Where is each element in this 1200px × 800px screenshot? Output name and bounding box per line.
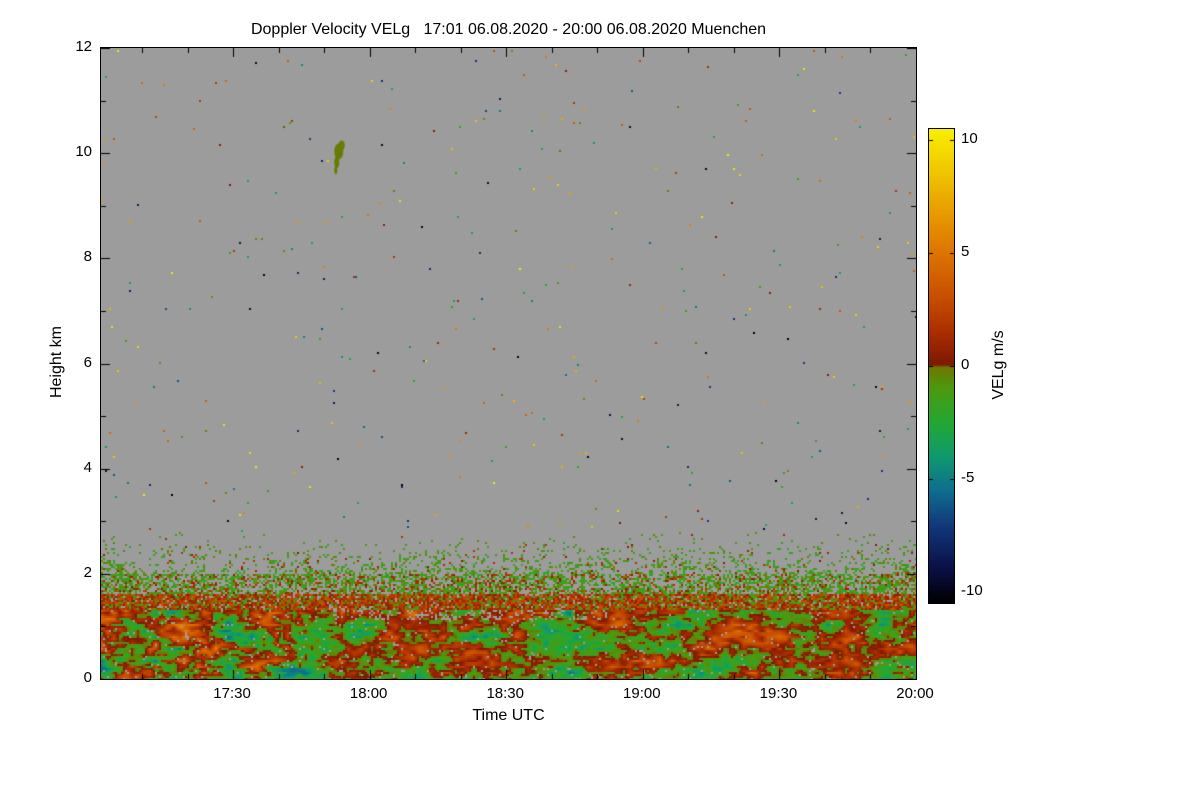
- y-tick-label: 12: [75, 38, 92, 55]
- heatmap-canvas: [100, 47, 917, 680]
- x-tick-label: 19:30: [759, 685, 798, 702]
- colorbar-label: VELg m/s: [990, 330, 1007, 400]
- x-tick-label: 18:30: [486, 685, 524, 702]
- y-tick-label: 10: [75, 143, 92, 161]
- x-tick-label: 19:00: [623, 685, 661, 702]
- y-tick-label: 8: [83, 248, 92, 266]
- colorbar-tick-label: 5: [961, 243, 970, 261]
- colorbar-canvas: [928, 128, 955, 604]
- y-tick-label: 4: [83, 458, 92, 476]
- y-tick-label: 6: [83, 353, 92, 371]
- colorbar-tick-label: -10: [961, 581, 983, 599]
- x-tick-label: 20:00: [896, 685, 934, 702]
- y-tick-label: 2: [83, 563, 92, 581]
- x-tick-label: 17:30: [213, 685, 251, 702]
- x-axis-label: Time UTC: [472, 707, 545, 724]
- chart-title: Doppler Velocity VELg 17:01 06.08.2020 -…: [250, 21, 767, 38]
- colorbar-tick-label: 10: [961, 130, 978, 148]
- x-tick-label: 18:00: [349, 685, 388, 702]
- colorbar-tick-label: -5: [961, 468, 975, 486]
- y-tick-label: 0: [83, 669, 92, 686]
- colorbar-tick-label: 0: [961, 356, 970, 373]
